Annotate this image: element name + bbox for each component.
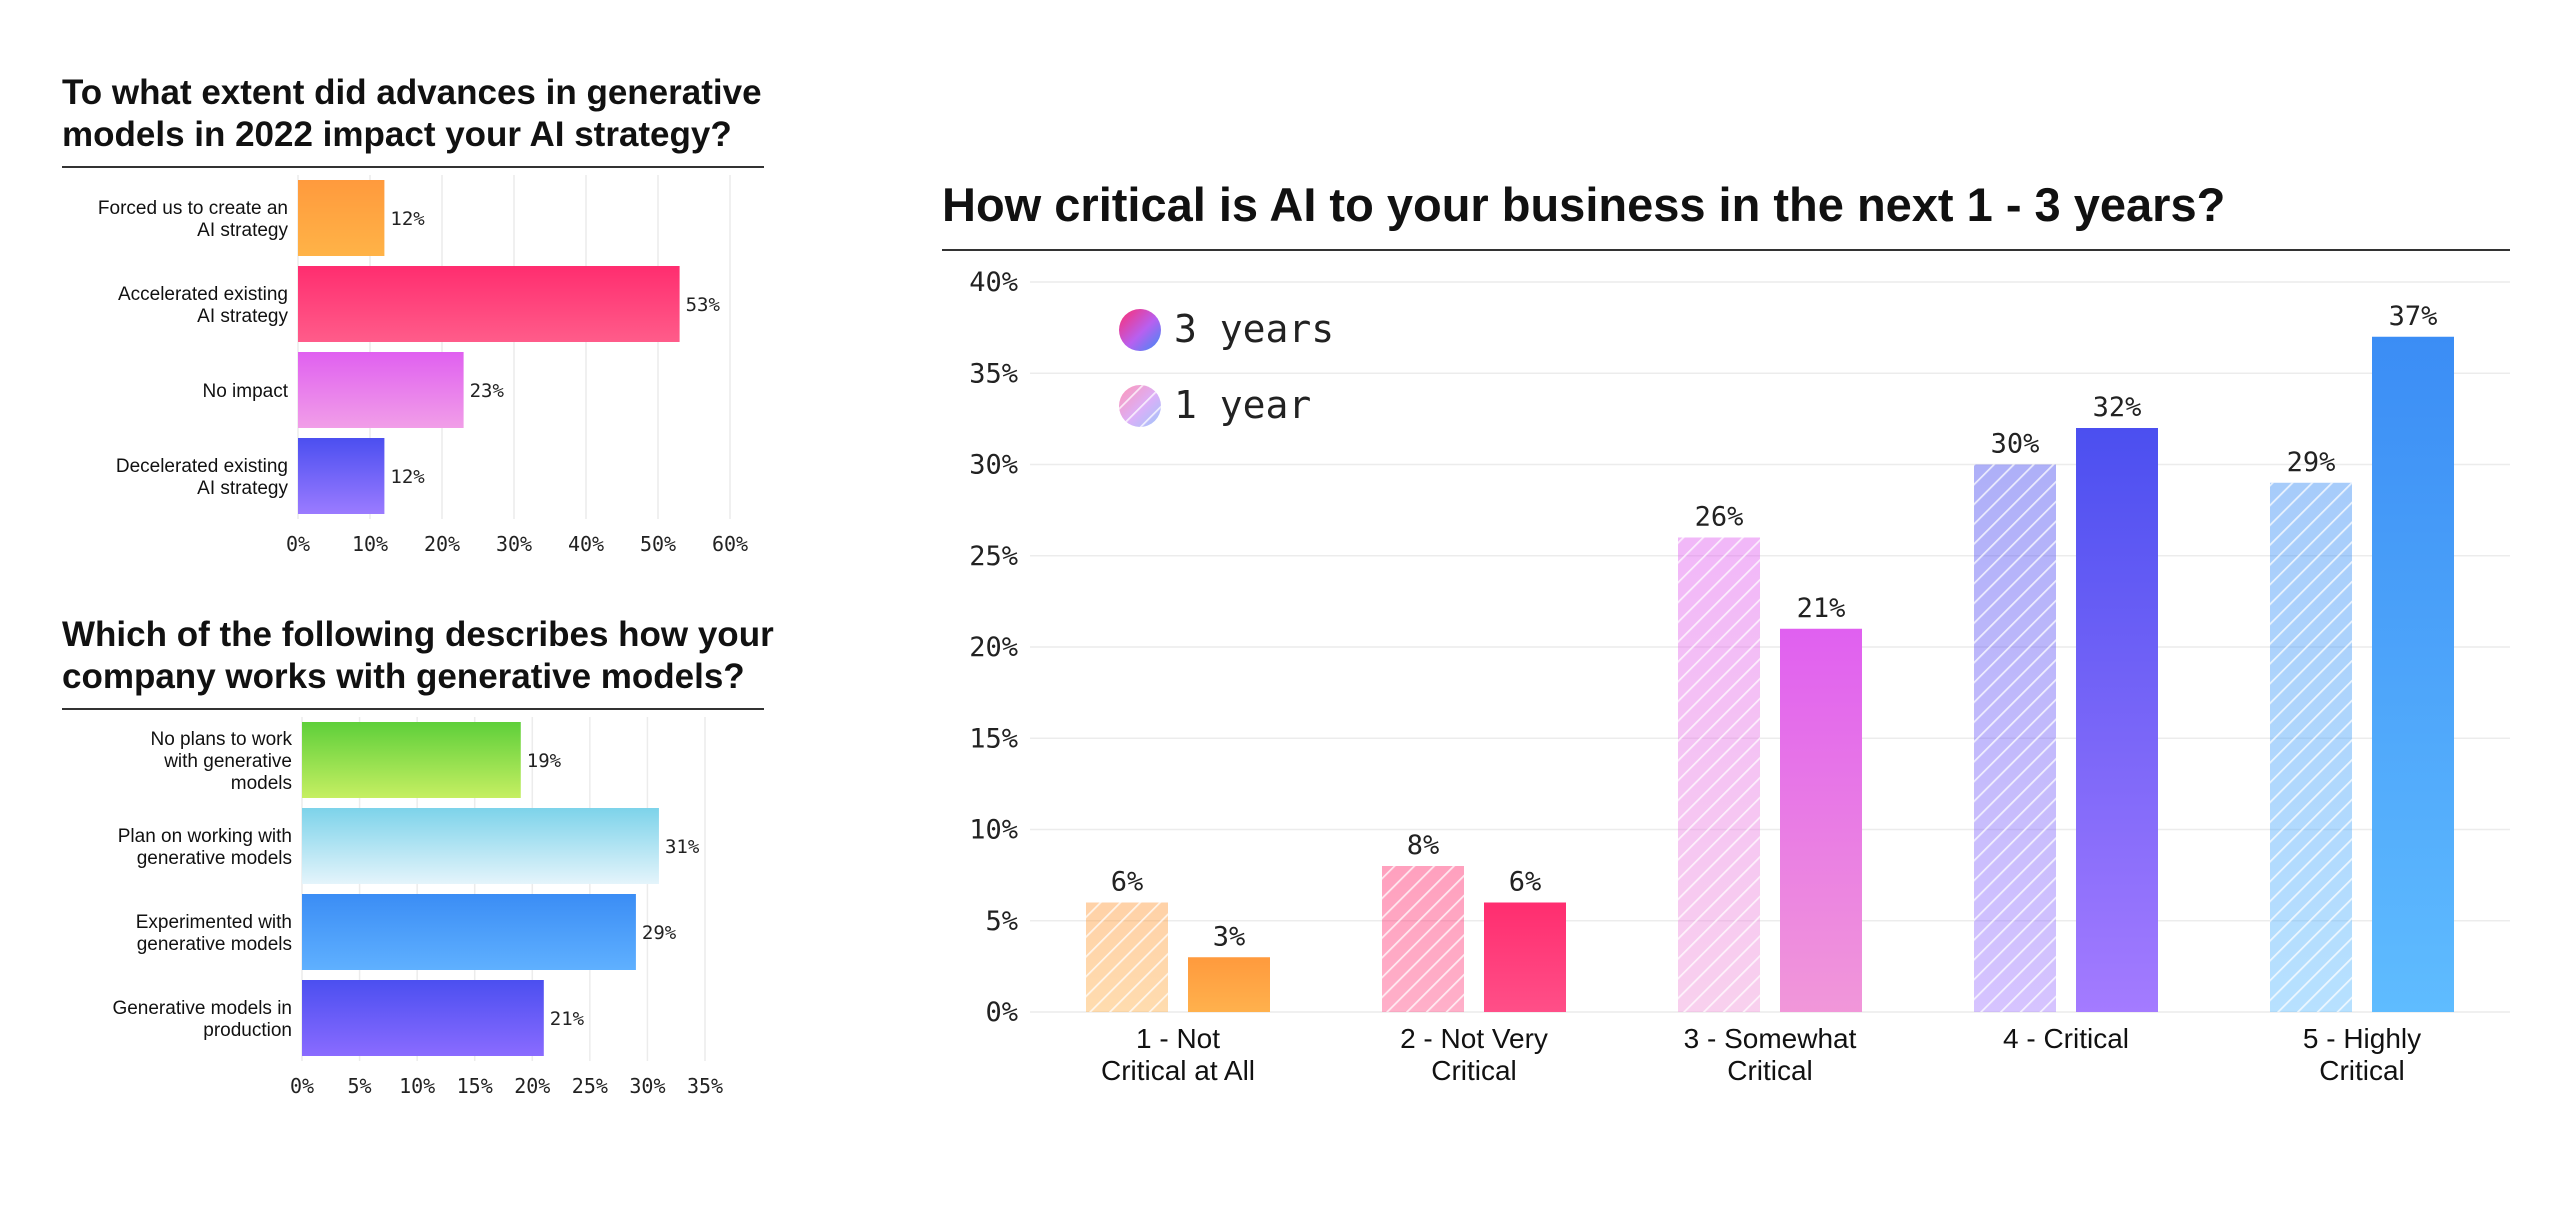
bar-value-label: 29% xyxy=(2287,447,2336,478)
bar-value-label: 8% xyxy=(1407,830,1440,861)
bar xyxy=(302,722,521,798)
y-tick-label: 40% xyxy=(969,270,1018,298)
legend-swatch xyxy=(1119,309,1161,351)
x-tick-label: 40% xyxy=(568,532,604,556)
x-tick-label: 35% xyxy=(687,1074,723,1098)
y-tick-label: 25% xyxy=(969,541,1018,572)
bar-3-years xyxy=(2076,428,2158,1012)
bar-value-label: 23% xyxy=(470,380,505,402)
category-label: 2 - Not Very Critical xyxy=(1400,1023,1548,1086)
bar-1-year-hatch xyxy=(2270,482,2352,1012)
bar-value-label: 19% xyxy=(527,750,562,772)
x-tick-label: 20% xyxy=(424,532,460,556)
y-tick-label: 15% xyxy=(969,723,1018,754)
bar-value-label: 6% xyxy=(1111,867,1144,898)
bar-3-years xyxy=(2372,336,2454,1012)
bar-value-label: 32% xyxy=(2093,392,2142,423)
bar xyxy=(302,980,544,1056)
category-label: Decelerated existing AI strategy xyxy=(116,456,289,499)
category-label: Accelerated existing AI strategy xyxy=(118,284,289,327)
bar-value-label: 12% xyxy=(390,466,425,488)
legend-label: 3 years xyxy=(1174,307,1334,351)
x-tick-label: 30% xyxy=(629,1074,665,1098)
bar xyxy=(298,438,385,514)
category-label: Plan on working with generative models xyxy=(118,826,292,869)
bar-value-label: 3% xyxy=(1213,921,1246,952)
bar xyxy=(302,808,659,884)
legend-item: 1 year xyxy=(1119,383,1311,427)
y-tick-label: 5% xyxy=(985,906,1018,937)
bar xyxy=(302,894,636,970)
legend-item: 3 years xyxy=(1119,307,1334,351)
y-tick-label: 0% xyxy=(985,997,1018,1028)
title-rule xyxy=(62,708,764,710)
category-label: 1 - Not Critical at All xyxy=(1101,1023,1255,1086)
y-tick-label: 35% xyxy=(969,358,1018,389)
bar-value-label: 29% xyxy=(642,922,677,944)
x-tick-label: 10% xyxy=(352,532,388,556)
x-tick-label: 25% xyxy=(572,1074,608,1098)
bar-3-years xyxy=(1780,628,1862,1012)
x-tick-label: 0% xyxy=(286,532,310,556)
bar xyxy=(298,180,385,256)
x-tick-label: 50% xyxy=(640,532,676,556)
category-label: 4 - Critical xyxy=(2003,1023,2129,1054)
y-tick-label: 20% xyxy=(969,632,1018,663)
y-tick-label: 10% xyxy=(969,815,1018,846)
bar-value-label: 31% xyxy=(665,836,700,858)
bar xyxy=(298,352,464,428)
bar-value-label: 37% xyxy=(2389,301,2438,332)
chart-generative-model-usage: Which of the following describes how you… xyxy=(60,612,780,1132)
category-label: 5 - Highly Critical xyxy=(2303,1023,2421,1086)
category-label: Forced us to create an AI strategy xyxy=(98,198,289,241)
x-tick-label: 15% xyxy=(457,1074,493,1098)
bar-3-years xyxy=(1484,902,1566,1012)
title-rule xyxy=(62,166,764,168)
bar-value-label: 26% xyxy=(1695,502,1744,533)
bar-value-label: 21% xyxy=(1797,593,1846,624)
chart-ai-strategy-impact: To what extent did advances in generativ… xyxy=(60,70,780,570)
legend-swatch-hatch xyxy=(1119,385,1161,427)
x-tick-label: 0% xyxy=(290,1074,314,1098)
x-tick-label: 60% xyxy=(712,532,748,556)
category-label: No impact xyxy=(202,381,288,402)
x-tick-label: 5% xyxy=(348,1074,372,1098)
bar-1-year-hatch xyxy=(1382,866,1464,1012)
bar-chart-2: 19% No plans to work with generative models… xyxy=(112,717,723,1098)
x-tick-label: 10% xyxy=(399,1074,435,1098)
bar xyxy=(298,266,680,342)
x-tick-label: 30% xyxy=(496,532,532,556)
category-label: No plans to work with generative models xyxy=(150,729,292,794)
category-label: Experimented with generative models xyxy=(136,912,292,955)
bar-value-label: 6% xyxy=(1509,867,1542,898)
grouped-bar-chart: 0% 5% 10% 15% 20% 25% 30% 35% 40% 6% 3% 1 - Not Crit… xyxy=(969,270,2510,1086)
title-rule xyxy=(942,249,2510,251)
legend-label: 1 year xyxy=(1174,383,1311,427)
bar-value-label: 30% xyxy=(1991,429,2040,460)
chart-ai-criticality: How critical is AI to your business in t… xyxy=(940,175,2520,1135)
y-tick-label: 30% xyxy=(969,450,1018,481)
category-label: 3 - Somewhat Critical xyxy=(1684,1023,1857,1086)
bar-1-year-hatch xyxy=(1086,902,1168,1012)
category-label: Generative models in production xyxy=(112,998,292,1041)
bar-chart-1: 12% Forced us to create an AI strategy 53% A… xyxy=(98,175,748,556)
bar-value-label: 21% xyxy=(550,1008,585,1030)
bar-3-years xyxy=(1188,957,1270,1012)
chart-title: Which of the following describes how you… xyxy=(62,615,774,696)
x-tick-label: 20% xyxy=(514,1074,550,1098)
bar-value-label: 53% xyxy=(686,294,721,316)
bar-1-year-hatch xyxy=(1974,464,2056,1012)
chart-title: To what extent did advances in generativ… xyxy=(62,73,762,154)
chart-title: How critical is AI to your business in t… xyxy=(942,178,2226,231)
bar-1-year-hatch xyxy=(1678,537,1760,1012)
bar-value-label: 12% xyxy=(390,208,425,230)
